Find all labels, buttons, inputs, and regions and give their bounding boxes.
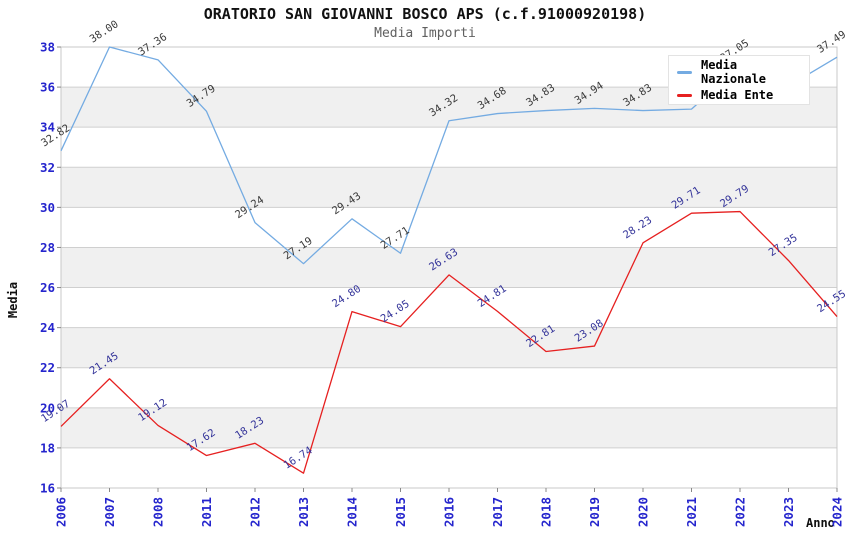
- y-tick-label: 18: [40, 440, 55, 455]
- legend-item-media-ente: Media Ente: [677, 88, 801, 102]
- plot-band: [61, 247, 837, 288]
- plot-band: [61, 167, 837, 208]
- legend-swatch-media-nazionale: [677, 70, 692, 74]
- plot-band: [61, 327, 837, 368]
- legend-item-media-nazionale: Media Nazionale: [677, 58, 801, 86]
- x-tick-label: 2019: [587, 497, 602, 527]
- data-label-media-nazionale: 37.49: [815, 28, 848, 55]
- y-tick-label: 20: [40, 400, 55, 415]
- x-tick-label: 2020: [636, 497, 651, 527]
- x-tick-label: 2022: [733, 497, 748, 527]
- x-tick-label: 2013: [296, 497, 311, 527]
- y-tick-label: 22: [40, 360, 55, 375]
- x-tick-label: 2017: [490, 497, 505, 527]
- x-axis-title: Anno: [806, 516, 835, 530]
- y-tick-label: 32: [40, 160, 55, 175]
- y-tick-label: 28: [40, 240, 55, 255]
- x-tick-label: 2024: [830, 497, 845, 527]
- series-line-media-ente: [60, 210, 838, 474]
- x-tick-label: 2018: [539, 497, 554, 527]
- x-tick-label: 2011: [199, 497, 214, 527]
- legend-label-media-ente: Media Ente: [701, 88, 774, 102]
- x-tick-label: 2014: [345, 497, 360, 527]
- x-tick-label: 2007: [102, 497, 117, 527]
- legend-swatch-media-ente: [677, 93, 692, 97]
- y-tick-label: 34: [40, 120, 55, 135]
- legend-label-media-nazionale: Media Nazionale: [701, 58, 767, 86]
- data-label-media-ente: 24.05: [379, 298, 412, 325]
- legend: Media Nazionale Media Ente: [668, 55, 810, 105]
- x-tick-label: 2023: [781, 497, 796, 527]
- y-tick-label: 16: [40, 481, 55, 496]
- chart-subtitle: Media Importi: [374, 26, 476, 41]
- x-tick-label: 2021: [684, 497, 699, 527]
- plot-band: [61, 407, 837, 448]
- y-tick-label: 24: [40, 320, 55, 335]
- y-tick-label: 26: [40, 280, 55, 295]
- data-label-media-ente: 16.74: [282, 444, 315, 471]
- x-tick-label: 2012: [248, 497, 263, 527]
- data-label-media-nazionale: 38.00: [88, 18, 121, 45]
- data-label-media-nazionale: 37.36: [136, 31, 169, 58]
- x-tick-label: 2006: [54, 497, 69, 527]
- x-tick-label: 2016: [442, 497, 457, 527]
- y-tick-label: 36: [40, 80, 55, 95]
- x-tick-label: 2015: [393, 497, 408, 527]
- x-tick-label: 2008: [151, 497, 166, 527]
- chart-title: ORATORIO SAN GIOVANNI BOSCO APS (c.f.910…: [203, 5, 647, 23]
- data-label-media-ente: 28.23: [621, 214, 654, 241]
- y-tick-label: 38: [40, 40, 55, 55]
- y-tick-label: 30: [40, 200, 55, 215]
